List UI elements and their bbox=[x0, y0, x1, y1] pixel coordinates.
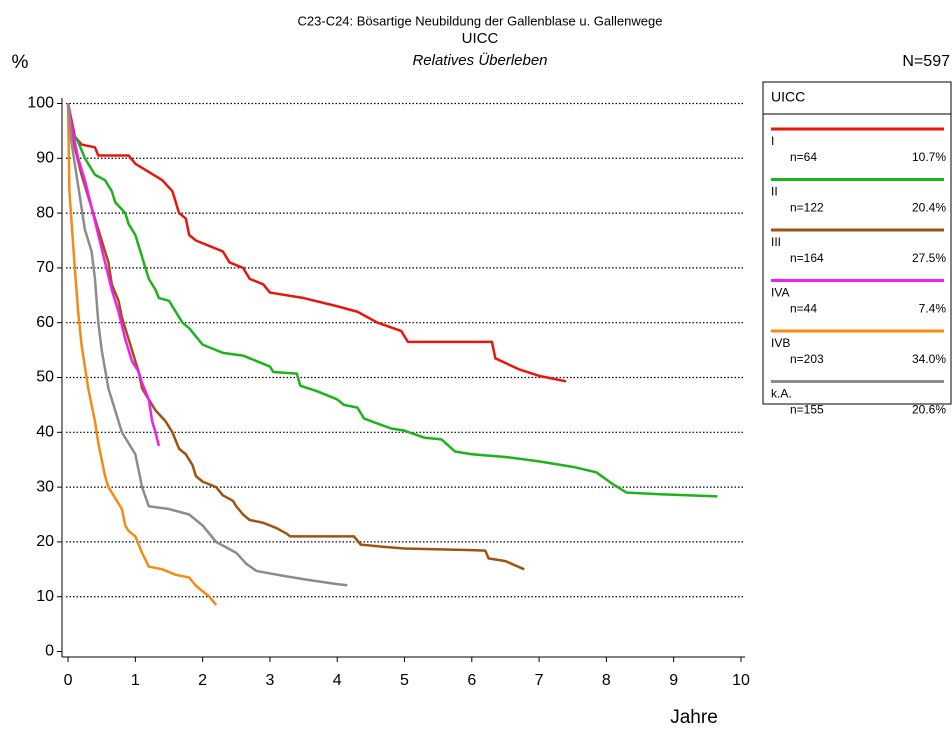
legend-count: n=164 bbox=[790, 251, 824, 265]
legend-name: II bbox=[771, 185, 778, 199]
y-tick-label: 70 bbox=[36, 259, 54, 276]
y-tick-label: 80 bbox=[36, 204, 54, 221]
x-tick-label: 6 bbox=[467, 672, 476, 689]
y-tick-label: 10 bbox=[36, 588, 54, 605]
survival-line bbox=[66, 103, 567, 383]
y-tick-label: 60 bbox=[36, 314, 54, 331]
x-axis-label: Jahre bbox=[670, 707, 718, 728]
y-tick-label: 0 bbox=[45, 643, 54, 660]
y-tick-label: 50 bbox=[36, 369, 54, 386]
y-tick-label: 100 bbox=[27, 95, 54, 112]
legend-name: IVA bbox=[771, 286, 789, 300]
chart-subtitle: Relatives Überleben bbox=[412, 51, 547, 69]
legend-name: IVB bbox=[771, 336, 790, 350]
survival-line bbox=[66, 103, 161, 447]
total-count: N=597 bbox=[902, 53, 950, 70]
chart-subtitle: UICC bbox=[462, 30, 499, 47]
legend-name: k.A. bbox=[771, 387, 792, 401]
x-tick-label: 4 bbox=[333, 672, 342, 689]
survival-line bbox=[66, 103, 718, 498]
legend-box bbox=[762, 81, 952, 405]
x-tick-label: 2 bbox=[198, 672, 207, 689]
y-tick-label: 20 bbox=[36, 533, 54, 550]
legend-share: 20.6% bbox=[912, 403, 946, 417]
legend-share: 7.4% bbox=[919, 302, 947, 316]
x-tick-label: 3 bbox=[265, 672, 274, 689]
legend-title: UICC bbox=[771, 89, 805, 105]
legend-count: n=64 bbox=[790, 150, 817, 164]
survival-line bbox=[66, 103, 348, 587]
x-tick-label: 0 bbox=[64, 672, 73, 689]
y-axis-label: % bbox=[12, 52, 29, 73]
x-tick-label: 7 bbox=[535, 672, 544, 689]
legend-count: n=122 bbox=[790, 201, 824, 215]
legend-share: 20.4% bbox=[912, 201, 946, 215]
legend-share: 34.0% bbox=[912, 352, 946, 366]
x-tick-label: 1 bbox=[131, 672, 140, 689]
x-tick-label: 9 bbox=[669, 672, 678, 689]
survival-line bbox=[66, 103, 525, 571]
legend-count: n=203 bbox=[790, 352, 824, 366]
legend-share: 27.5% bbox=[912, 251, 946, 265]
y-tick-label: 90 bbox=[36, 150, 54, 167]
chart-title: C23-C24: Bösartige Neubildung der Gallen… bbox=[298, 13, 663, 28]
survival-line bbox=[66, 103, 218, 606]
y-tick-label: 40 bbox=[36, 424, 54, 441]
y-tick-label: 30 bbox=[36, 478, 54, 495]
legend-name: III bbox=[771, 235, 781, 249]
legend-share: 10.7% bbox=[912, 150, 946, 164]
legend-count: n=155 bbox=[790, 403, 824, 417]
x-tick-label: 5 bbox=[400, 672, 409, 689]
x-tick-label: 8 bbox=[602, 672, 611, 689]
legend-name: I bbox=[771, 134, 774, 148]
x-tick-label: 10 bbox=[732, 672, 750, 689]
legend-count: n=44 bbox=[790, 302, 817, 316]
